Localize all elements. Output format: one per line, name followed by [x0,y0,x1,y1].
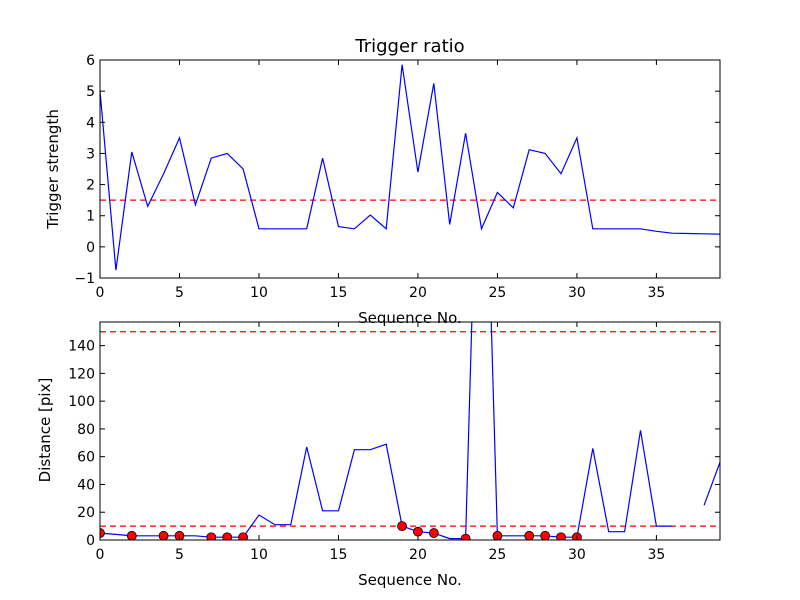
bottom-y-tick-label: 0 [86,533,95,549]
bottom-marker-point [158,530,169,540]
bottom-y-axis-label: Distance [pix] [36,378,54,483]
bottom-x-tick-label: 25 [489,547,507,563]
top-axes-frame [99,59,721,279]
bottom-plot-area [100,322,720,540]
bottom-x-tick-label: 35 [647,547,665,563]
top-y-tick-label: 1 [86,209,95,225]
bottom-marker-point [540,530,551,540]
top-y-tick-label: 0 [86,240,95,256]
top-y-tick-label: 4 [86,115,95,131]
top-y-axis-label: Trigger strength [44,109,62,230]
bottom-chart: 0 5 10 15 20 25 30 35 0 20 40 60 80 100 120 140 Sequenc… [36,321,721,589]
bottom-axes-frame [99,321,721,541]
top-y-tick-label: 2 [86,178,95,194]
top-y-tick-label: −1 [74,271,95,287]
top-x-tick-label: 10 [250,285,268,301]
bottom-x-tick-label: 15 [330,547,348,563]
bottom-y-tick-label: 120 [68,366,95,382]
top-x-tick-label: 35 [647,285,665,301]
bottom-marker-point [524,530,535,540]
bottom-marker-point [126,530,137,540]
bottom-marker-point [222,532,233,540]
bottom-marker-point [206,532,217,540]
bottom-marker-point [556,532,566,540]
top-chart-title: Trigger ratio [354,36,464,57]
top-y-tick-label: 5 [86,84,95,100]
top-x-tick-label: 0 [96,285,105,301]
top-x-tick-label: 20 [409,285,427,301]
bottom-marker-point [428,528,439,538]
bottom-x-tick-label: 10 [250,547,268,563]
bottom-marker-point [238,532,248,540]
bottom-x-tick-label: 5 [175,547,184,563]
bottom-y-tick-label: 140 [68,339,95,355]
top-plot-area [100,64,720,271]
top-y-tick-label: 6 [86,53,95,69]
bottom-y-tick-label: 40 [77,477,95,493]
top-x-axis-label: Sequence No. [358,309,462,327]
top-x-tick-label: 15 [330,285,348,301]
bottom-y-tick-label: 100 [68,394,95,410]
top-x-tick-label: 5 [175,285,184,301]
top-x-tick-label: 25 [489,285,507,301]
bottom-y-tick-label: 60 [77,450,95,466]
bottom-marker-point [460,533,471,540]
top-y-tick-label: 3 [86,146,95,162]
bottom-x-tick-label: 0 [96,547,105,563]
bottom-marker-point [100,528,105,538]
bottom-marker-point [397,521,407,532]
bottom-x-tick-label: 20 [409,547,427,563]
bottom-x-axis-label: Sequence No. [358,571,462,589]
bottom-series-line [100,322,720,540]
bottom-marker-point [413,526,423,537]
top-series-line [100,64,720,271]
bottom-x-tick-label: 30 [568,547,586,563]
bottom-y-tick-label: 80 [77,422,95,438]
top-x-tick-label: 30 [568,285,586,301]
bottom-y-tick-label: 20 [77,505,95,521]
